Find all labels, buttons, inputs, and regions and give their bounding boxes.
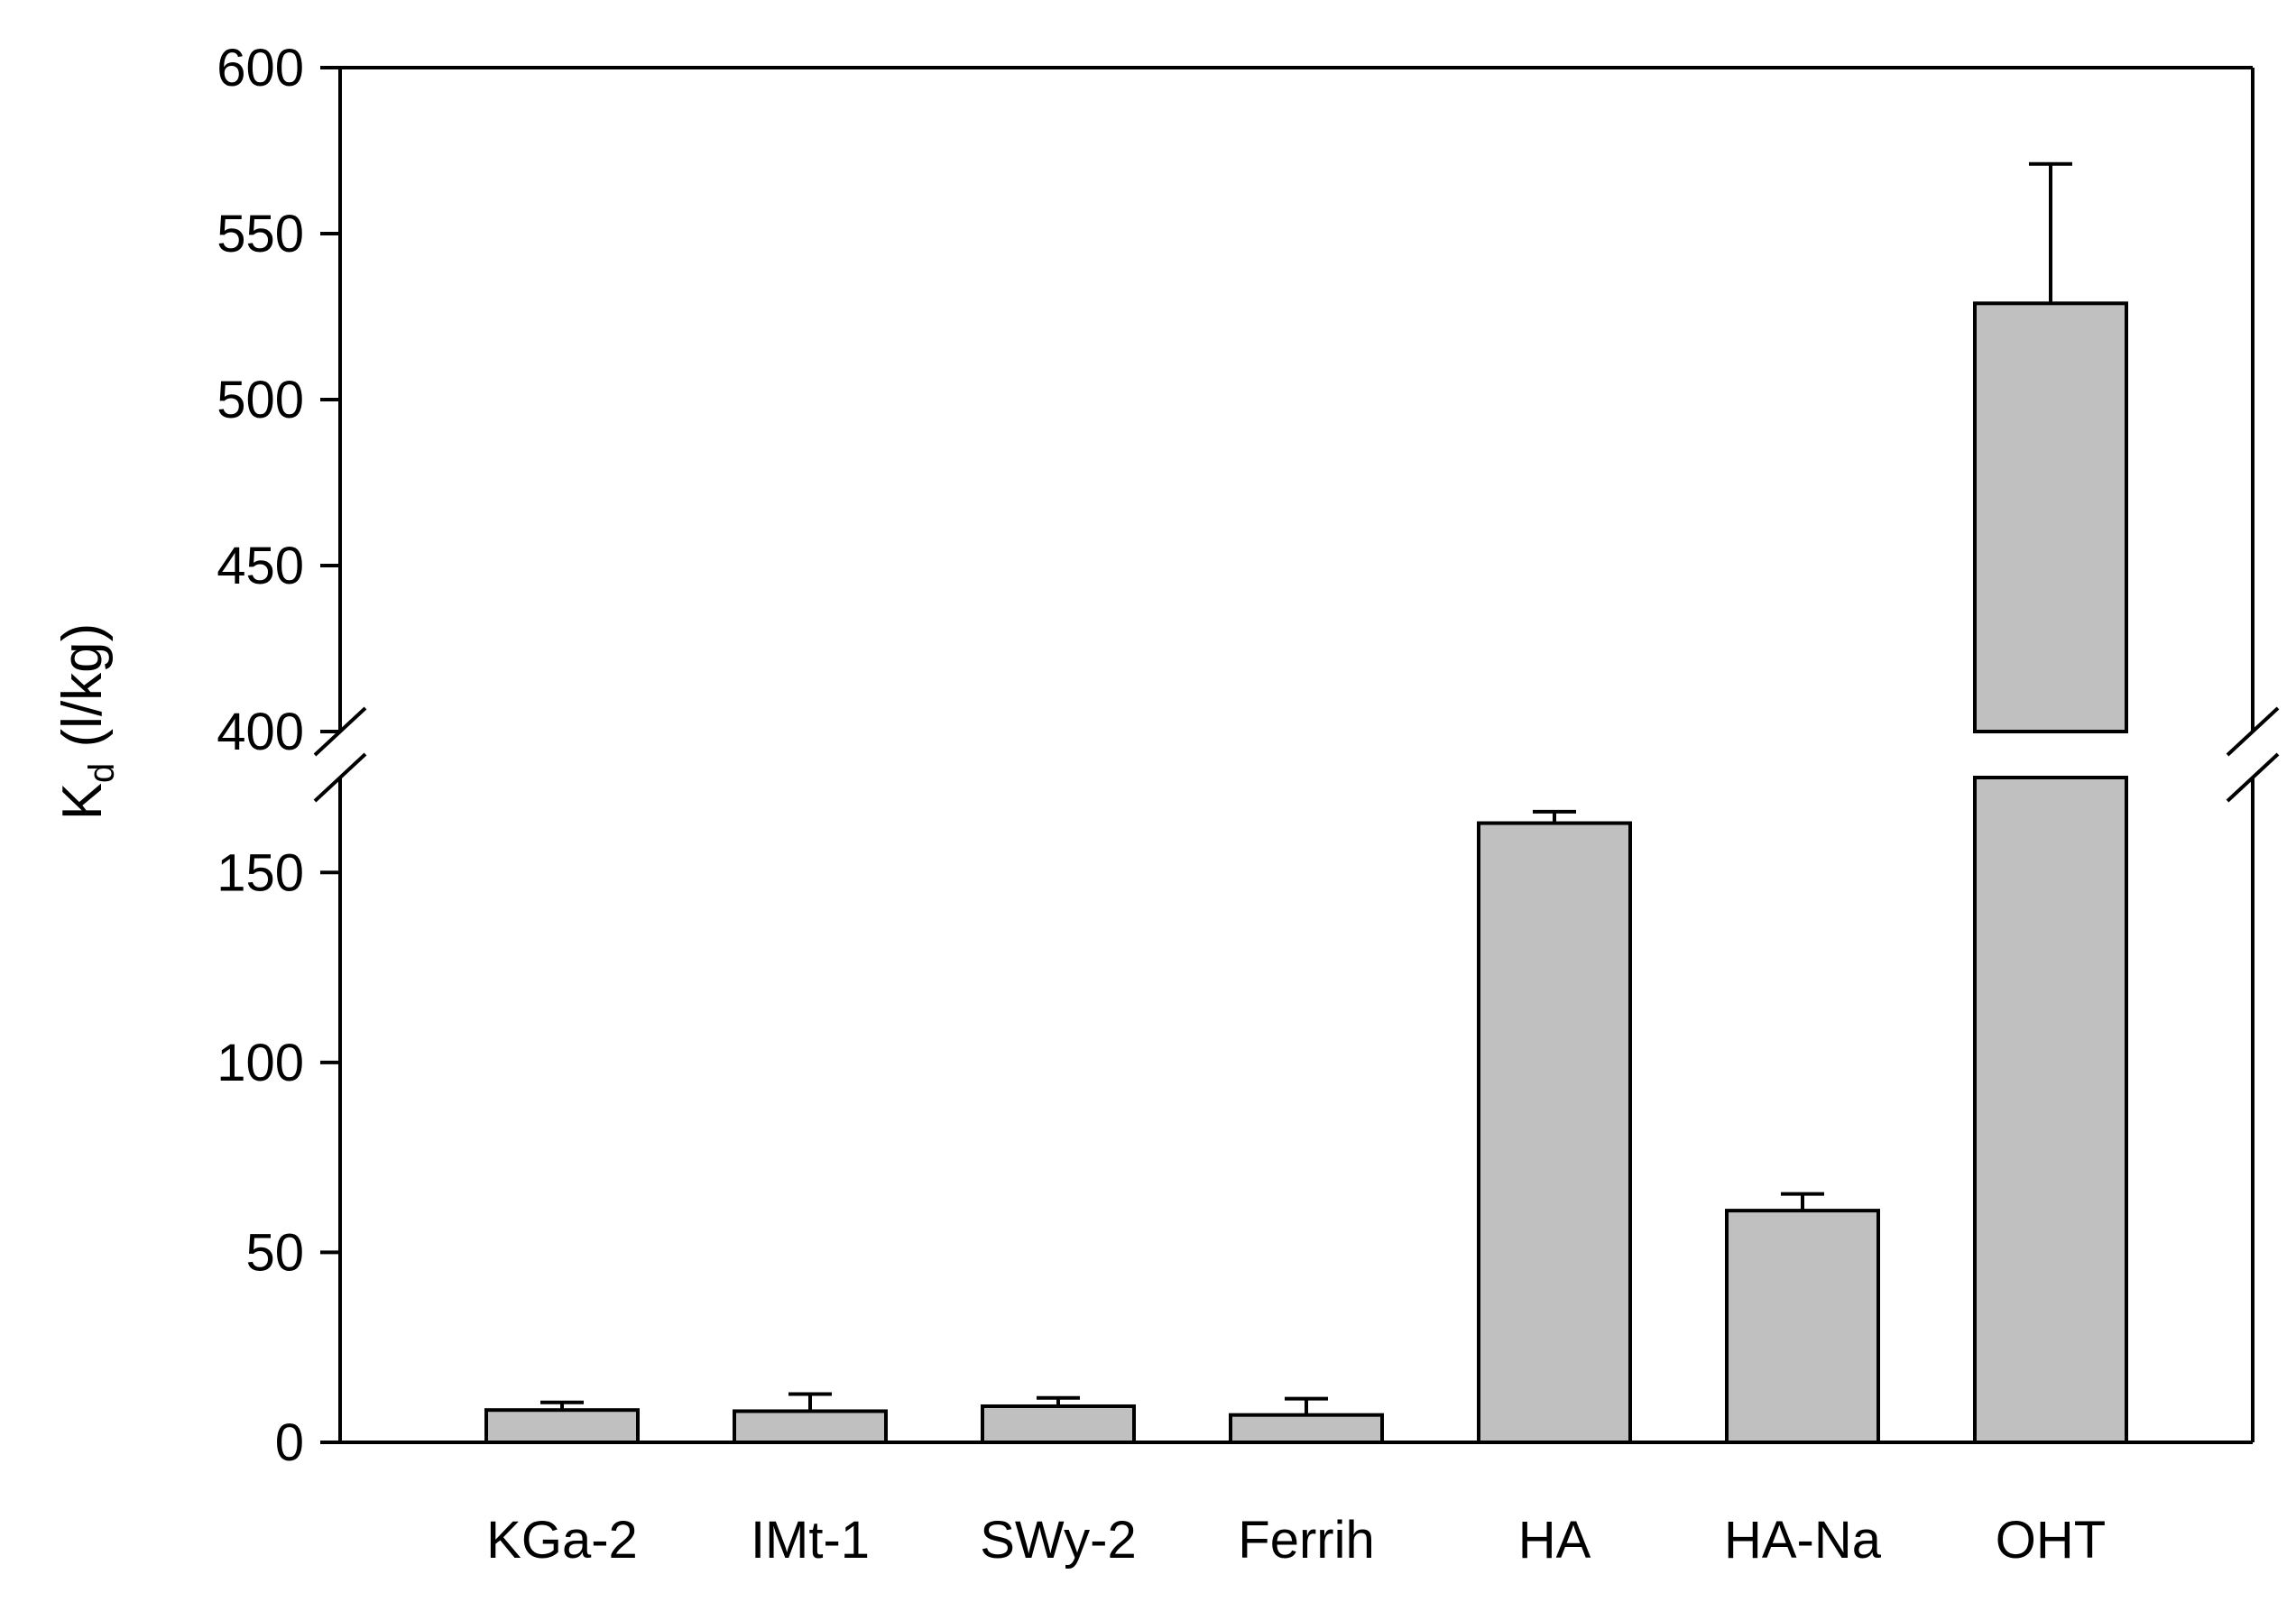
x-label-ha: HA — [1518, 1511, 1591, 1570]
y-tick-label-400: 400 — [217, 703, 304, 761]
y-axis-title-subscript: d — [82, 763, 122, 783]
bar-ha-na — [1725, 1209, 1880, 1445]
axis-break-marks — [313, 706, 2280, 803]
y-tick-label-150: 150 — [217, 843, 304, 902]
y-tick-label-500: 500 — [217, 371, 304, 429]
y-axis-title-main: K — [51, 783, 114, 820]
y-tick-label-50: 50 — [245, 1223, 304, 1282]
bar-swy-2 — [981, 1404, 1136, 1445]
x-label-imt-1: IMt-1 — [751, 1511, 870, 1570]
x-label-oht: OHT — [1996, 1511, 2106, 1570]
bar-ferrih — [1229, 1413, 1384, 1445]
y-tick-label-600: 600 — [217, 39, 304, 97]
break-mark-right-upper — [2226, 706, 2280, 757]
bar-kga-2 — [484, 1408, 640, 1445]
axes — [338, 66, 2255, 1444]
x-label-ha-na: HA-Na — [1724, 1511, 1882, 1570]
error-bars — [540, 161, 2072, 1415]
bar-oht-lower — [1973, 776, 2128, 1444]
y-ticks: 0 50 100 150 400 450 500 550 600 — [217, 39, 340, 1472]
y-tick-label-450: 450 — [217, 537, 304, 595]
bars — [484, 301, 2128, 1445]
x-label-kga-2: KGa-2 — [486, 1511, 638, 1570]
break-mark-right-lower — [2226, 752, 2280, 803]
x-label-ferrih: Ferrih — [1238, 1511, 1374, 1570]
y-tick-label-550: 550 — [217, 205, 304, 263]
y-tick-label-0: 0 — [275, 1413, 304, 1472]
break-mark-left-lower — [313, 752, 367, 803]
x-category-labels: KGa-2 IMt-1 SWy-2 Ferrih HA HA-Na OHT — [486, 1511, 2106, 1570]
bar-imt-1 — [733, 1409, 888, 1445]
bar-ha — [1477, 821, 1632, 1444]
break-mark-left-upper — [313, 706, 367, 757]
y-tick-label-100: 100 — [217, 1034, 304, 1092]
y-axis-title: Kd (l/kg) — [51, 623, 122, 821]
x-label-swy-2: SWy-2 — [980, 1511, 1137, 1570]
y-axis-title-unit: (l/kg) — [51, 623, 114, 763]
bar-oht-upper — [1973, 301, 2128, 733]
